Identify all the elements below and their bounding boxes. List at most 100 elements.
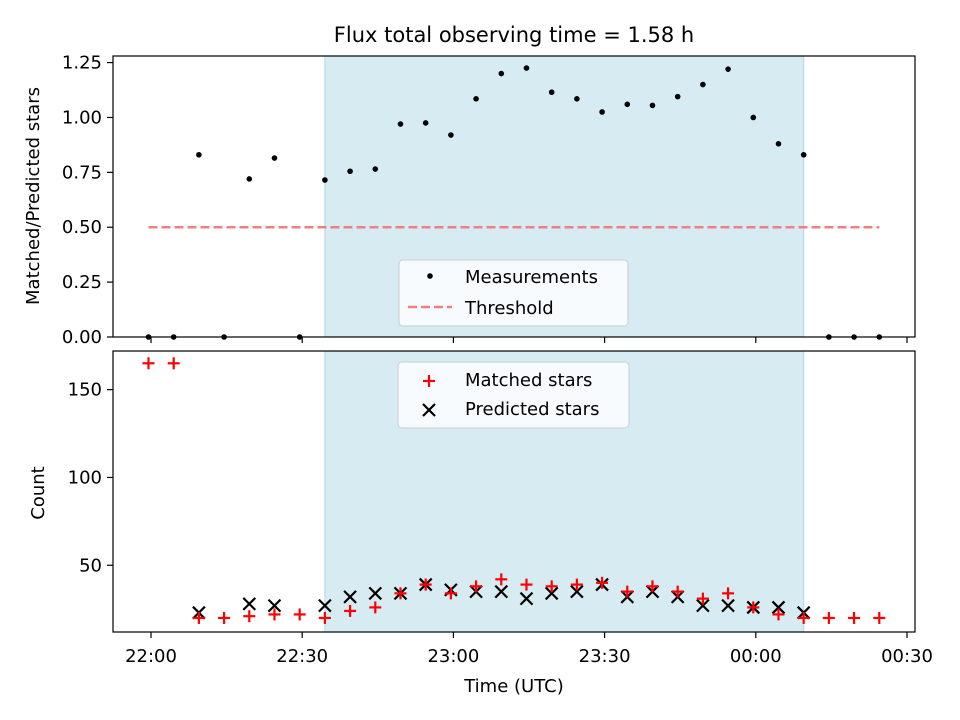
matched-point — [344, 604, 357, 617]
matched-point — [822, 611, 835, 624]
measurement-point — [700, 81, 706, 88]
bottom-axes-frame — [112, 350, 916, 633]
predicted-point — [519, 591, 534, 606]
measurement-point — [674, 93, 681, 100]
predicted-point — [721, 598, 735, 613]
matched-point — [873, 611, 886, 624]
measurement-point — [649, 102, 656, 109]
matched-point — [596, 576, 609, 589]
measurement-point — [271, 155, 278, 161]
predicted-point — [242, 597, 257, 611]
matched-point — [671, 585, 684, 598]
measurement-point — [599, 109, 605, 115]
legend-measurements-label: Measurements — [465, 267, 598, 288]
top-y-axis-label: Matched/Predicted stars — [23, 87, 44, 305]
x-tick-label: 23:00 — [427, 646, 479, 667]
bottom-plot-area — [142, 357, 886, 624]
y-tick-label: 100 — [68, 467, 102, 488]
x-tick-label: 00:30 — [881, 646, 933, 667]
matched-point — [218, 611, 231, 624]
legend-matched-marker — [423, 375, 435, 387]
matched-point — [470, 580, 483, 593]
predicted-point — [544, 586, 559, 601]
chart-title: Flux total observing time = 1.58 h — [334, 23, 694, 47]
matched-point — [495, 573, 508, 586]
measurement-point — [498, 70, 505, 77]
matched-point — [747, 601, 760, 614]
predicted-point — [494, 584, 509, 599]
bottom-legend: Matched stars Predicted stars — [397, 361, 630, 429]
matched-point — [848, 611, 861, 624]
matched-point — [545, 580, 558, 593]
measurement-point — [448, 132, 454, 138]
legend-threshold-label: Threshold — [464, 298, 554, 319]
matched-point — [394, 587, 407, 600]
matched-point — [192, 611, 205, 624]
y-tick-label: 1.25 — [62, 53, 102, 74]
predicted-point — [267, 598, 282, 613]
measurement-point — [800, 151, 807, 158]
matched-point — [646, 580, 659, 593]
measurement-point — [523, 65, 530, 71]
bottom-legend-box — [397, 361, 630, 429]
y-tick-label: 0.00 — [62, 327, 102, 348]
measurement-point — [397, 121, 404, 127]
matched-point — [142, 357, 155, 370]
matched-point — [722, 587, 735, 600]
matched-point — [621, 585, 634, 598]
measurement-point — [347, 168, 353, 175]
measurement-point — [624, 101, 631, 108]
matched-point — [696, 592, 709, 605]
x-tick-label: 22:30 — [276, 646, 328, 667]
measurement-point — [775, 141, 782, 147]
matched-point — [167, 357, 180, 370]
bottom-y-axis-label: Count — [28, 466, 49, 519]
matched-point — [268, 608, 281, 621]
legend-matched-label: Matched stars — [465, 370, 592, 391]
x-tick-label: 00:00 — [730, 646, 782, 667]
matched-point — [369, 601, 382, 614]
x-tick-label: 23:30 — [579, 646, 631, 667]
y-tick-label: 0.75 — [62, 162, 102, 183]
top-legend: Measurements Threshold — [398, 259, 629, 327]
predicted-point — [771, 600, 786, 615]
matched-point — [772, 608, 785, 621]
measurement-point — [196, 151, 202, 158]
matched-point — [243, 610, 256, 623]
predicted-point — [696, 598, 710, 613]
x-tick-label: 22:00 — [125, 646, 177, 667]
measurement-point — [750, 114, 757, 121]
y-tick-label: 150 — [68, 380, 102, 401]
matched-point — [520, 578, 533, 591]
bottom-y-axis: 50 100 150 — [68, 380, 113, 576]
y-tick-label: 0.50 — [62, 217, 102, 238]
measurement-point — [574, 96, 580, 102]
measurement-point — [372, 166, 379, 172]
top-plot-area — [145, 65, 883, 340]
bottom-x-axis-label: Time (UTC) — [463, 676, 564, 697]
measurement-point — [246, 176, 253, 182]
y-tick-label: 50 — [79, 555, 102, 576]
matched-point — [444, 587, 457, 600]
predicted-point — [318, 598, 332, 613]
measurement-point — [322, 177, 328, 183]
measurement-point — [473, 96, 479, 102]
matched-point — [419, 578, 432, 591]
measurement-point — [725, 66, 731, 72]
top-y-axis: 0.00 0.25 0.50 0.75 1.00 1.25 — [62, 53, 113, 348]
predicted-point — [368, 586, 383, 601]
top-legend-box — [398, 259, 629, 327]
legend-measurements-marker — [427, 273, 433, 279]
predicted-point — [343, 590, 357, 604]
top-x-axis — [150, 337, 908, 343]
y-tick-label: 1.00 — [62, 107, 102, 128]
bottom-x-axis: 22:00 22:30 23:00 23:30 00:00 00:30 — [125, 632, 933, 667]
measurement-point — [548, 89, 555, 96]
top-panel: 0.00 0.25 0.50 0.75 1.00 1.25 Matched/Predict… — [23, 53, 916, 348]
top-axes-frame — [112, 55, 916, 338]
matched-point — [797, 611, 810, 624]
y-tick-label: 0.25 — [62, 272, 102, 293]
matched-point — [293, 608, 306, 621]
